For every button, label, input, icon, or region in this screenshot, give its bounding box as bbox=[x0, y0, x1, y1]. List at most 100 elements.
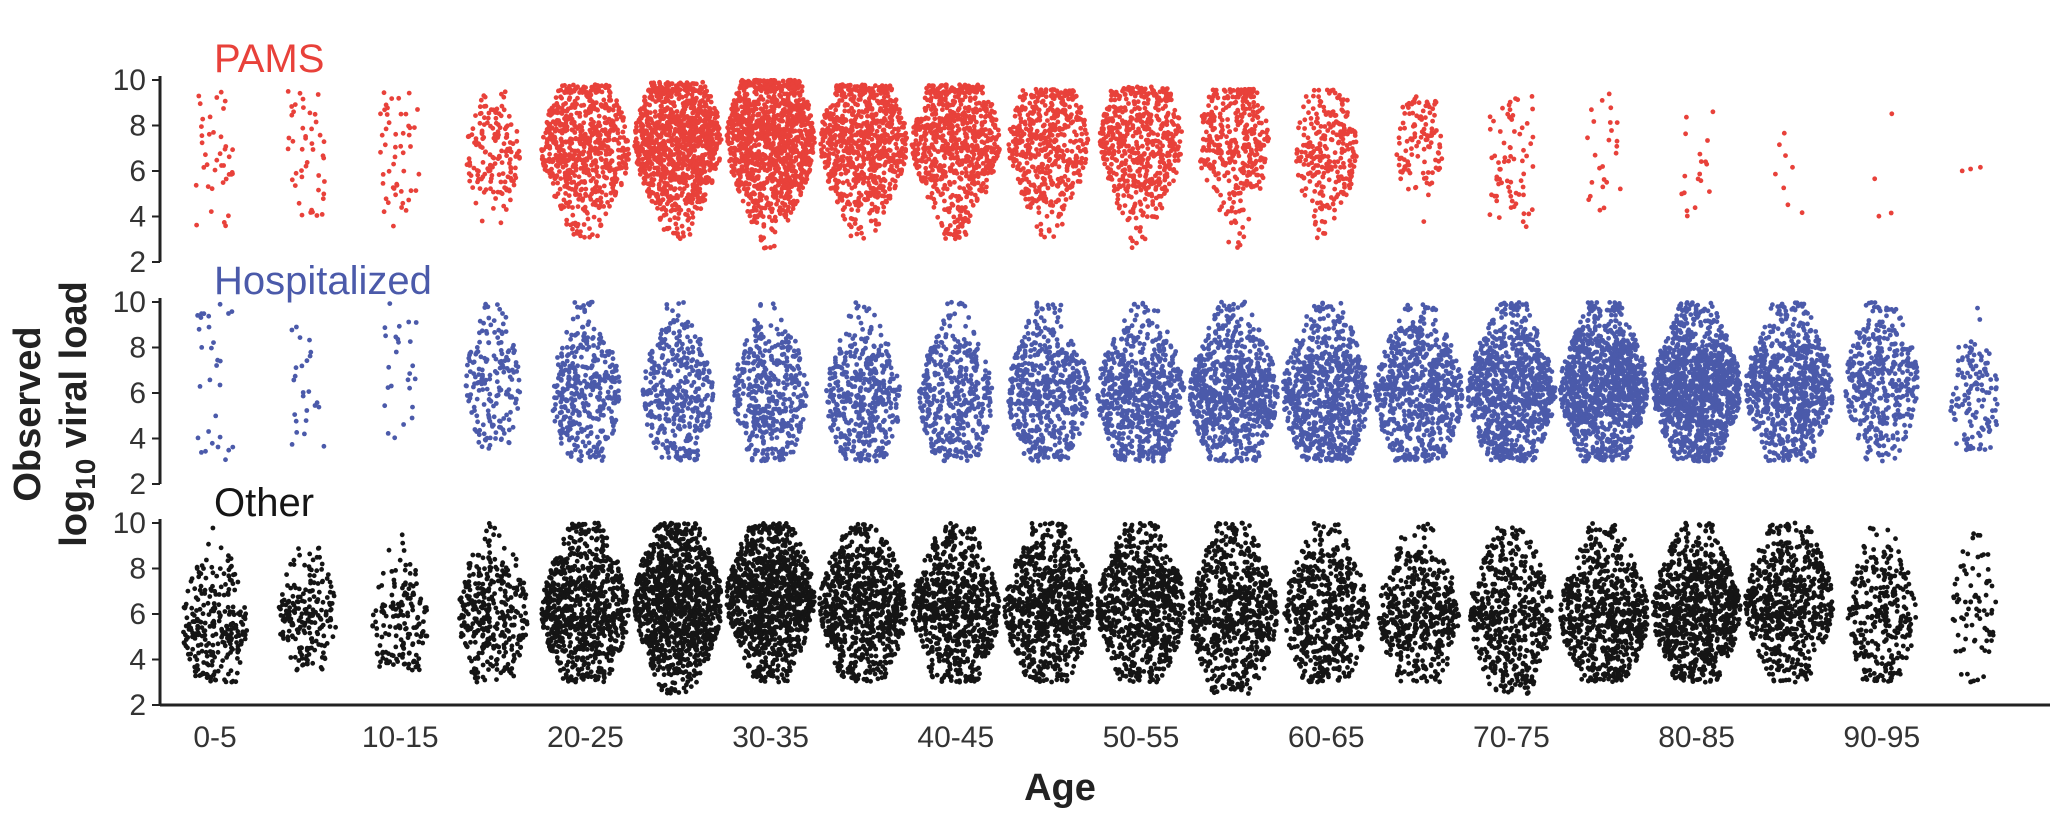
data-point bbox=[556, 118, 561, 123]
data-point bbox=[307, 110, 313, 116]
y-tick-label: 8 bbox=[129, 332, 146, 365]
data-point bbox=[479, 128, 485, 134]
data-point bbox=[663, 212, 669, 217]
data-point bbox=[597, 217, 602, 223]
data-point bbox=[579, 103, 584, 108]
data-point bbox=[606, 137, 612, 143]
data-point bbox=[393, 131, 399, 137]
data-point bbox=[675, 216, 681, 221]
data-point bbox=[582, 234, 587, 240]
data-point bbox=[641, 175, 647, 181]
data-point bbox=[652, 109, 658, 115]
data-point bbox=[685, 91, 691, 97]
data-point bbox=[570, 104, 576, 110]
x-tick-label: 90-95 bbox=[1843, 721, 1920, 754]
data-point bbox=[727, 158, 732, 164]
data-point bbox=[974, 197, 980, 202]
data-point bbox=[596, 174, 602, 179]
data-point bbox=[697, 196, 703, 201]
data-point bbox=[783, 82, 789, 88]
data-point bbox=[763, 90, 769, 95]
data-point bbox=[679, 94, 685, 100]
data-point bbox=[955, 94, 961, 100]
data-point bbox=[976, 164, 982, 169]
data-point bbox=[378, 149, 383, 155]
data-point bbox=[736, 188, 742, 194]
data-point bbox=[590, 187, 595, 193]
data-point bbox=[562, 156, 568, 162]
data-point bbox=[969, 142, 975, 148]
data-point bbox=[894, 145, 900, 151]
data-point bbox=[314, 213, 320, 218]
data-point bbox=[655, 165, 661, 171]
data-point bbox=[848, 159, 854, 165]
data-point bbox=[974, 101, 979, 106]
data-point bbox=[704, 115, 710, 120]
data-point bbox=[590, 232, 595, 238]
data-point bbox=[710, 156, 716, 161]
data-point bbox=[396, 95, 402, 101]
data-point bbox=[725, 125, 730, 130]
data-point bbox=[563, 191, 568, 196]
data-point bbox=[805, 102, 811, 108]
data-point bbox=[935, 149, 941, 155]
data-point bbox=[837, 165, 842, 171]
data-point bbox=[547, 151, 552, 157]
data-point bbox=[473, 139, 479, 145]
data-point bbox=[692, 130, 698, 135]
data-point bbox=[310, 147, 316, 152]
data-point bbox=[944, 116, 950, 122]
data-point bbox=[798, 167, 804, 173]
data-point bbox=[666, 132, 672, 138]
data-point bbox=[834, 139, 840, 145]
data-point bbox=[967, 98, 973, 103]
data-point bbox=[901, 125, 906, 130]
data-point bbox=[887, 185, 892, 191]
data-point bbox=[986, 165, 992, 170]
data-point bbox=[638, 115, 643, 121]
data-point bbox=[585, 216, 591, 222]
data-point bbox=[485, 115, 491, 121]
data-point bbox=[731, 113, 737, 119]
data-point bbox=[822, 165, 828, 170]
data-point bbox=[573, 86, 579, 92]
data-point bbox=[600, 169, 606, 175]
data-point bbox=[864, 140, 870, 145]
data-point bbox=[972, 138, 978, 144]
data-point bbox=[548, 110, 554, 116]
data-point bbox=[923, 137, 929, 143]
data-point bbox=[218, 89, 224, 95]
data-point bbox=[944, 82, 949, 88]
data-point bbox=[967, 114, 973, 119]
data-point bbox=[589, 191, 595, 197]
data-point bbox=[785, 135, 791, 141]
data-point bbox=[744, 181, 750, 187]
data-point bbox=[948, 194, 954, 200]
data-point bbox=[575, 204, 581, 210]
data-point bbox=[482, 149, 488, 155]
data-point bbox=[399, 205, 404, 210]
data-point bbox=[581, 120, 587, 126]
data-point bbox=[477, 111, 483, 117]
data-point bbox=[668, 172, 673, 178]
data-point bbox=[384, 112, 390, 117]
data-point bbox=[614, 116, 620, 122]
data-point bbox=[670, 207, 675, 213]
data-point bbox=[619, 155, 624, 161]
data-point bbox=[381, 90, 387, 96]
data-point bbox=[689, 221, 695, 227]
data-point bbox=[820, 127, 825, 133]
data-point bbox=[669, 142, 675, 148]
data-point bbox=[892, 185, 898, 191]
data-point bbox=[300, 96, 306, 102]
data-point bbox=[469, 132, 475, 138]
data-point bbox=[567, 199, 573, 205]
data-point bbox=[544, 140, 550, 146]
data-point bbox=[773, 80, 779, 86]
data-point bbox=[289, 104, 295, 109]
data-point bbox=[751, 143, 757, 148]
data-point bbox=[383, 102, 389, 108]
data-point bbox=[833, 107, 839, 113]
data-point bbox=[211, 130, 216, 135]
